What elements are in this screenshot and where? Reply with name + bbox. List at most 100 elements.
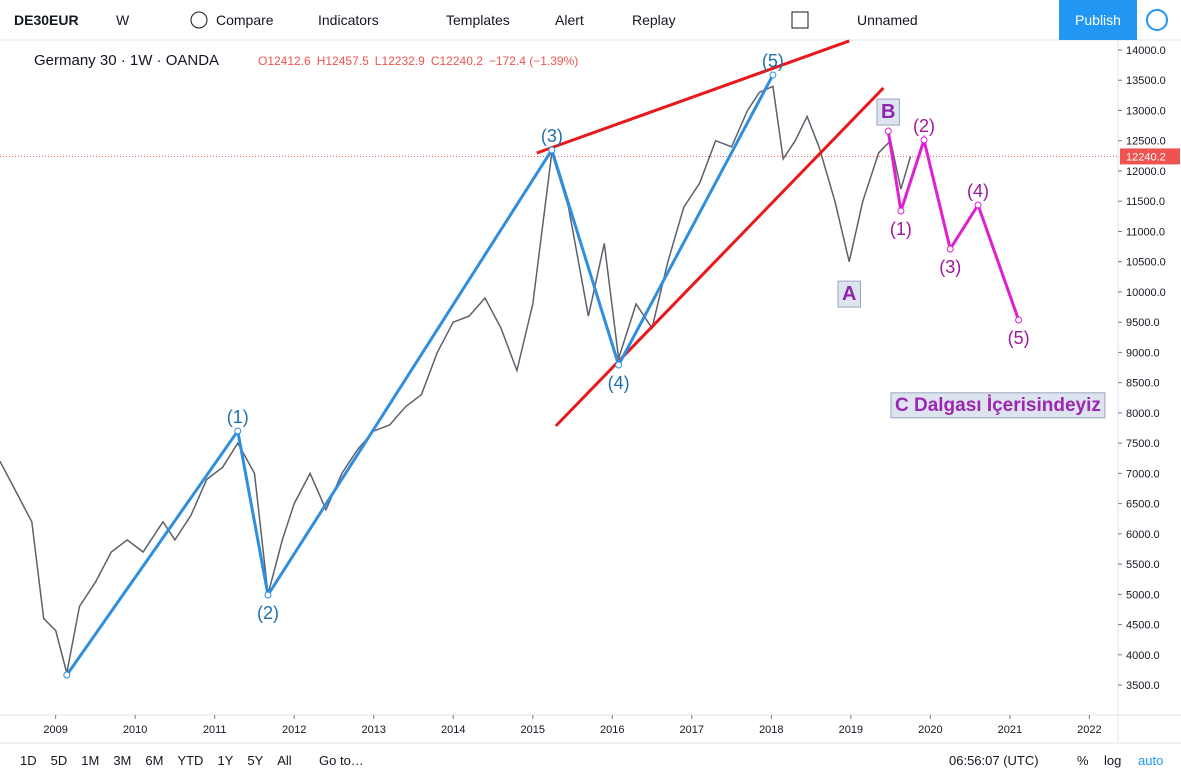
ohlc: O12412.6 H12457.5 L12232.9 C12240.2 −172.4 (… (258, 54, 578, 68)
y-tick-label: 13500.0 (1126, 75, 1166, 87)
price-line (0, 85, 912, 674)
compare[interactable]: Compare (216, 12, 274, 28)
x-tick-label: 2019 (839, 724, 863, 736)
last-price-label: 12240.2 (1126, 151, 1166, 163)
templates[interactable]: Templates (446, 12, 510, 28)
y-tick-label: 5500.0 (1126, 559, 1160, 571)
x-tick-label: 2014 (441, 724, 465, 736)
y-tick-label: 6500.0 (1126, 499, 1160, 511)
x-tick-label: 2018 (759, 724, 783, 736)
x-tick-label: 2021 (998, 724, 1022, 736)
publish-button[interactable] (1059, 0, 1137, 40)
bottom-bar: 1D 5D 1M 3M 6M YTD 1Y 5Y All Go to… 06:56:07 (UTC)… (20, 753, 1163, 768)
replay[interactable]: Replay (632, 12, 676, 28)
wave-label: (3) (939, 257, 961, 277)
y-tick-label: 7500.0 (1126, 438, 1160, 450)
trend-line (554, 86, 885, 428)
wave-point (897, 207, 905, 215)
ohlc-value: L12232.9 (375, 54, 425, 68)
scale-option[interactable]: log (1104, 753, 1121, 768)
range-button[interactable]: 5Y (247, 753, 263, 768)
clock: 06:56:07 (UTC) (949, 753, 1039, 768)
x-tick-label: 2022 (1077, 724, 1101, 736)
wave-line (65, 74, 775, 676)
play-icon[interactable] (1146, 9, 1168, 31)
y-tick-label: 4000.0 (1126, 650, 1160, 662)
x-tick-label: 2013 (361, 724, 385, 736)
wave-point (920, 136, 928, 144)
plot: 3500.0 4000.0 4500.0 5000.0 5500.0 6000.0 6500… (0, 39, 1180, 736)
wave-point (769, 71, 777, 79)
annotation-box (876, 98, 900, 126)
wave-label: (3) (541, 126, 563, 146)
y-tick-label: 3500.0 (1126, 680, 1160, 692)
y-tick-label: 6000.0 (1126, 529, 1160, 541)
y-tick-label: 9000.0 (1126, 347, 1160, 359)
wave-line (886, 130, 1021, 321)
y-tick-label: 11500.0 (1126, 196, 1165, 208)
wave-point (884, 127, 892, 135)
publish-label[interactable]: Publish (1075, 12, 1121, 28)
range-button[interactable]: 5D (51, 753, 68, 768)
range-button[interactable]: 1D (20, 753, 37, 768)
y-tick-label: 10000.0 (1126, 287, 1166, 299)
layout-name[interactable]: Unnamed (857, 12, 918, 28)
x-tick-label: 2020 (918, 724, 942, 736)
x-tick-label: 2009 (43, 724, 67, 736)
wave-label: (1) (227, 407, 249, 427)
y-tick-label: 12500.0 (1126, 136, 1166, 148)
wave-point (63, 671, 71, 679)
wave-point (234, 427, 242, 435)
wave-label: (5) (762, 51, 784, 71)
wave-point (946, 245, 954, 253)
annotation: A (842, 283, 856, 305)
y-tick-label: 14000.0 (1126, 45, 1166, 57)
rect-icon[interactable] (791, 11, 809, 29)
wave-point (264, 591, 272, 599)
symbol[interactable]: DE30EUR (14, 12, 79, 28)
x-tick-label: 2017 (680, 724, 704, 736)
wave-label: (4) (967, 181, 989, 201)
annotation: C Dalgası İçerisindeyiz (895, 395, 1101, 416)
y-tick-label: 13000.0 (1126, 105, 1166, 117)
wave-label: (2) (257, 603, 279, 623)
y-tick-label: 11000.0 (1126, 226, 1165, 238)
annotation: B (881, 101, 895, 123)
goto[interactable]: Go to… (319, 753, 364, 768)
x-tick-label: 2012 (282, 724, 306, 736)
toolbar (0, 0, 1181, 40)
range-button[interactable]: YTD (177, 753, 203, 768)
wave-point (615, 361, 623, 369)
y-tick-label: 8000.0 (1126, 408, 1160, 420)
range-button[interactable]: 1Y (217, 753, 233, 768)
y-tick-label: 5000.0 (1126, 589, 1160, 601)
y-tick-label: 12000.0 (1126, 166, 1166, 178)
ohlc-value: O12412.6 (258, 54, 311, 68)
wave-point (548, 146, 556, 154)
ohlc-value: C12240.2 (431, 54, 483, 68)
ohlc-value: H12457.5 (317, 54, 369, 68)
range-button[interactable]: 6M (145, 753, 163, 768)
last-price-tag (1120, 148, 1180, 165)
y-tick-label: 4500.0 (1126, 620, 1160, 632)
x-tick-label: 2011 (203, 724, 227, 736)
y-tick-label: 7000.0 (1126, 468, 1160, 480)
interval[interactable]: W (116, 12, 130, 28)
wave-label: (1) (890, 219, 912, 239)
y-tick-label: 10500.0 (1126, 257, 1166, 269)
legend-title: Germany 30 · 1W · OANDA (34, 52, 219, 69)
wave-label: (4) (608, 373, 630, 393)
range-button[interactable]: All (277, 753, 292, 768)
scale-option[interactable]: % (1077, 753, 1089, 768)
alert[interactable]: Alert (555, 12, 584, 28)
indicators[interactable]: Indicators (318, 12, 379, 28)
x-tick-label: 2010 (123, 724, 147, 736)
wave-point (1015, 316, 1023, 324)
scale-option[interactable]: auto (1138, 753, 1163, 768)
range-button[interactable]: 3M (113, 753, 131, 768)
range-button[interactable]: 1M (81, 753, 99, 768)
y-tick-label: 8500.0 (1126, 378, 1160, 390)
wave-label: (2) (913, 116, 935, 136)
